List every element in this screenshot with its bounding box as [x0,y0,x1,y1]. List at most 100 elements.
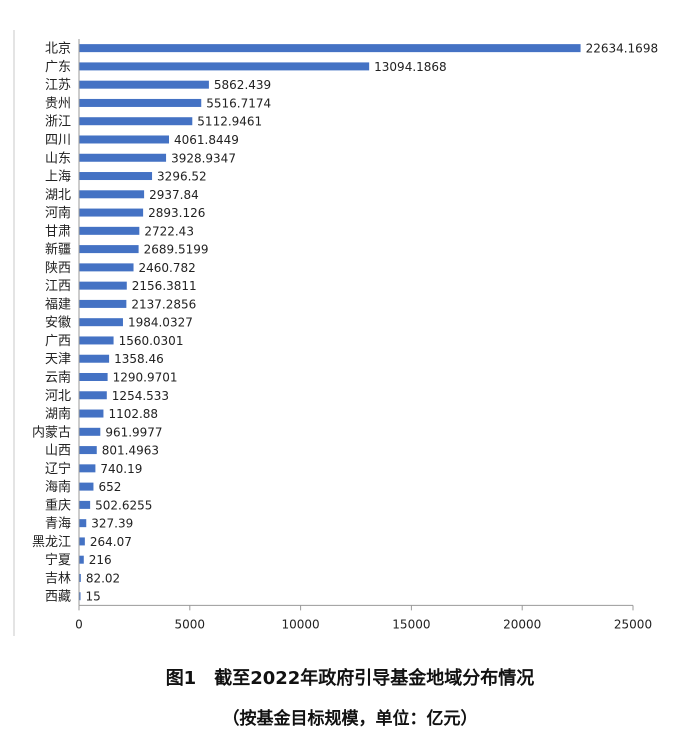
category-label: 辽宁 [45,461,71,477]
bar [79,482,94,491]
bar [79,318,123,327]
bar [79,592,81,601]
category-label: 宁夏 [45,552,71,568]
category-label: 湖南 [45,406,71,422]
category-label: 湖北 [45,188,71,203]
value-label: 3928.9347 [171,151,236,165]
bar [79,537,85,546]
bar [79,500,91,509]
bar [79,281,127,290]
category-label: 吉林 [45,571,71,586]
bar [79,44,581,53]
value-label: 740.19 [100,462,142,476]
bar [79,555,84,564]
bar [79,519,87,528]
category-label: 江西 [45,279,71,294]
x-tick-label: 10000 [282,617,320,631]
value-label: 1984.0327 [128,316,193,330]
category-label: 广西 [45,334,71,349]
value-label: 502.6255 [95,498,152,512]
bar [79,464,96,473]
value-label: 82.02 [86,571,120,585]
value-label: 801.4963 [102,444,159,458]
category-label: 安徽 [45,316,71,331]
value-label: 2893.126 [148,206,205,220]
value-label: 652 [98,480,121,494]
category-label: 山西 [45,444,71,459]
value-label: 5112.9461 [197,115,262,129]
x-tick-label: 0 [75,617,83,631]
category-label: 江苏 [45,77,71,93]
value-label: 264.07 [90,535,132,549]
value-label: 13094.1868 [374,60,447,74]
value-label: 2722.43 [144,224,194,238]
bar [79,117,193,126]
value-label: 1290.9701 [113,370,178,384]
category-label: 北京 [45,42,71,57]
bar-chart: 北京 22634.1698 广东 13094.1868 江苏 5862.439 贵州 5516… [13,30,659,636]
category-label: 四川 [45,133,71,148]
value-label: 4061.8449 [174,133,239,147]
bar [79,573,81,582]
value-label: 2156.3811 [132,279,197,293]
x-tick-label: 5000 [175,617,206,631]
category-label: 西藏 [45,590,71,605]
category-label: 甘肃 [45,224,71,239]
category-label: 陕西 [45,261,71,276]
figure-caption-subtitle: （按基金目标规模，单位：亿元） [222,709,478,729]
x-tick-label: 20000 [503,617,541,631]
bar [79,98,202,107]
category-label: 青海 [45,517,71,532]
bar [79,299,127,308]
value-label: 15 [86,590,101,604]
bar [79,263,134,272]
figure-caption-title: 图1 截至2022年政府引导基金地域分布情况 [165,668,535,689]
category-label: 上海 [45,170,71,185]
bar [79,427,101,436]
value-label: 1102.88 [108,407,158,421]
bar [79,172,153,181]
value-label: 5516.7174 [206,96,271,110]
bar [79,226,140,235]
value-label: 1560.0301 [119,334,184,348]
category-label: 河北 [45,389,71,404]
value-label: 2937.84 [149,188,199,202]
value-label: 2689.5199 [144,243,209,257]
category-label: 河南 [45,205,71,221]
value-label: 2460.782 [139,261,196,275]
value-label: 961.9977 [105,425,162,439]
category-label: 贵州 [45,96,71,111]
value-label: 1254.533 [112,389,169,403]
value-label: 3296.52 [157,170,207,184]
bar [79,62,370,71]
category-label: 天津 [45,352,71,367]
category-label: 福建 [45,297,71,312]
x-tick-label: 15000 [392,617,430,631]
value-label: 216 [89,553,112,567]
value-label: 327.39 [91,517,133,531]
bar [79,245,139,254]
value-label: 2137.2856 [131,297,196,311]
bar [79,409,104,418]
category-label: 云南 [45,369,71,385]
bar [79,446,97,455]
value-label: 1358.46 [114,352,164,366]
category-label: 重庆 [45,497,71,513]
category-label: 广东 [45,60,71,75]
category-label: 黑龙江 [32,535,71,550]
bar [79,336,114,345]
category-label: 山东 [45,151,71,166]
category-label: 新疆 [45,242,71,258]
bar [79,354,110,363]
bar [79,372,108,381]
category-label: 浙江 [45,115,71,130]
bar [79,190,145,199]
category-label: 海南 [45,479,71,495]
bar [79,80,209,89]
category-label: 内蒙古 [32,424,71,440]
value-label: 5862.439 [214,78,271,92]
bar [79,208,144,217]
value-label: 22634.1698 [586,42,659,56]
bar [79,153,167,162]
bar [79,391,107,400]
